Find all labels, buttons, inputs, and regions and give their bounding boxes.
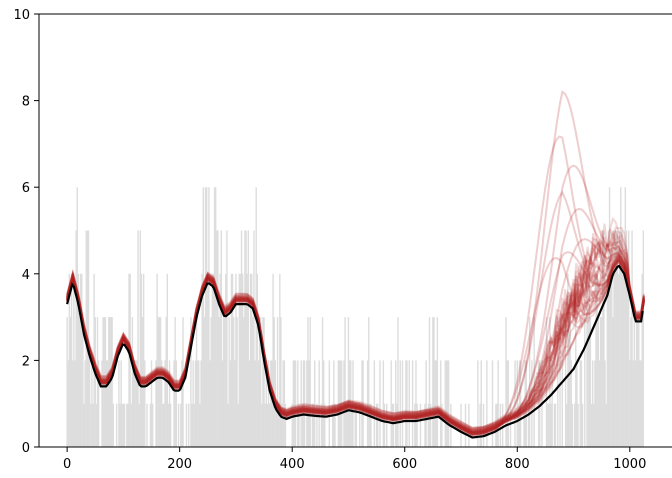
posterior-sample-line (66, 238, 645, 430)
posterior-sample-line (66, 257, 645, 436)
y-tick-label: 0 (22, 441, 30, 456)
posterior-sample-line (66, 257, 645, 433)
y-tick-label: 10 (13, 8, 30, 23)
posterior-sample-line (66, 254, 645, 432)
posterior-sample-line (66, 90, 645, 437)
posterior-sample-line (66, 258, 645, 434)
posterior-sample-line (66, 259, 645, 435)
posterior-sample-line (66, 253, 645, 430)
posterior-sample-line (66, 256, 645, 433)
posterior-sample-line (66, 254, 645, 436)
posterior-samples-layer (66, 90, 645, 437)
y-tick-label: 2 (22, 354, 30, 369)
posterior-sample-line (66, 257, 645, 434)
posterior-sample-line (66, 230, 645, 434)
posterior-sample-line (66, 207, 645, 436)
observed-counts-layer (66, 187, 645, 447)
posterior-sample-line (66, 253, 645, 434)
posterior-sample-line (66, 251, 645, 429)
posterior-sample-line (66, 238, 645, 435)
posterior-sample-line (66, 253, 645, 429)
x-tick-label: 1000 (613, 457, 646, 472)
posterior-sample-line (66, 241, 645, 434)
posterior-sample-line (66, 253, 645, 432)
y-tick-label: 4 (22, 268, 30, 283)
posterior-mean-layer (66, 264, 644, 439)
posterior-sample-line (66, 243, 645, 431)
x-tick-label: 200 (167, 457, 192, 472)
posterior-sample-line (66, 216, 645, 432)
posterior-sample-line (66, 251, 645, 435)
posterior-sample-line (66, 258, 645, 434)
y-tick-label: 8 (22, 95, 30, 110)
posterior-sample-line (66, 255, 645, 431)
posterior-sample-line (66, 252, 645, 434)
posterior-sample-line (66, 164, 645, 436)
x-tick-label: 600 (392, 457, 417, 472)
posterior-sample-line (66, 236, 645, 432)
posterior-sample-line (66, 253, 645, 431)
posterior-sample-line (66, 190, 645, 436)
x-tick-label: 400 (280, 457, 305, 472)
posterior-sample-line (66, 231, 645, 433)
posterior-sample-line (66, 259, 645, 435)
x-tick-label: 0 (63, 457, 71, 472)
axes-layer: 0 200 400 600 800 1000 0 2 4 6 8 10 (13, 8, 672, 472)
x-tick-label: 800 (505, 457, 530, 472)
posterior-mean-line (66, 264, 644, 439)
posterior-sample-line (66, 243, 645, 432)
posterior-sample-line (66, 229, 645, 435)
y-tick-label: 6 (22, 181, 30, 196)
posterior-sample-line (66, 256, 645, 432)
posterior-sample-line (66, 135, 645, 436)
posterior-sample-line (66, 248, 645, 434)
posterior-sample-line (66, 257, 645, 433)
posterior-sample-line (66, 251, 645, 436)
posterior-sample-line (66, 260, 645, 436)
posterior-sample-line (66, 226, 645, 434)
